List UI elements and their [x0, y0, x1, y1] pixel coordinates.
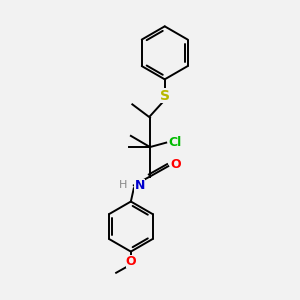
- Text: S: S: [160, 88, 170, 103]
- Text: O: O: [170, 158, 181, 171]
- Text: N: N: [134, 179, 145, 192]
- Text: Cl: Cl: [168, 136, 182, 149]
- Text: O: O: [125, 254, 136, 268]
- Text: H: H: [119, 180, 128, 190]
